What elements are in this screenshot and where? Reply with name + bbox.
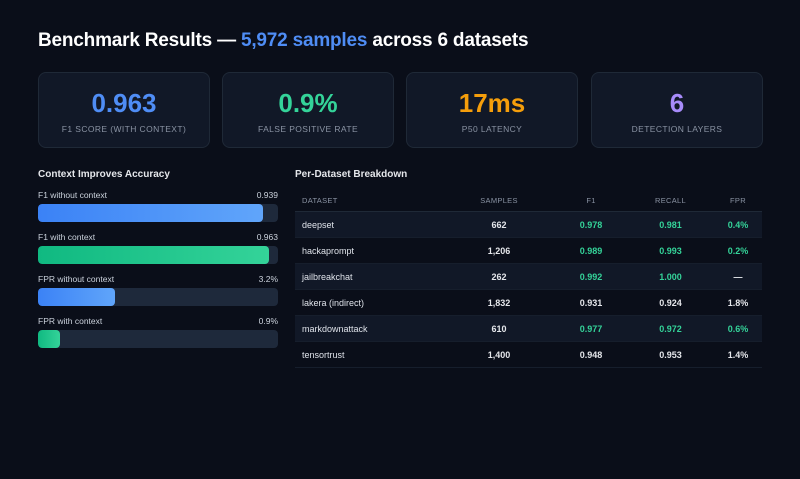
bar-fill — [38, 204, 264, 222]
metric-card-latency: 17ms P50 LATENCY — [406, 72, 578, 148]
cell-recall: 0.981 — [627, 211, 714, 238]
metric-value: 6 — [669, 88, 685, 118]
bar-value: 0.939 — [256, 190, 278, 200]
cell-recall: 0.993 — [627, 237, 714, 264]
bar-label: F1 without context — [38, 190, 107, 200]
bar-fill — [38, 288, 115, 306]
cell-samples: 610 — [443, 315, 555, 342]
context-bar-list: F1 without context 0.939 F1 with context… — [38, 190, 278, 358]
column-header-fpr: FPR — [714, 190, 762, 212]
column-header-recall: RECALL — [627, 190, 714, 212]
cell-recall: 1.000 — [627, 263, 714, 290]
cell-samples: 662 — [443, 211, 555, 238]
cell-f1: 0.992 — [555, 263, 627, 290]
table-row: hackaprompt 1,206 0.989 0.993 0.2% — [295, 237, 762, 264]
metric-card-layers: 6 DETECTION LAYERS — [591, 72, 763, 148]
cell-recall: 0.953 — [627, 341, 714, 368]
bar-value: 0.9% — [258, 316, 278, 326]
cell-samples: 1,400 — [443, 341, 555, 368]
metric-value: 17ms — [458, 88, 526, 118]
page-title-prefix: Benchmark Results — — [38, 30, 241, 51]
cell-f1: 0.977 — [555, 315, 627, 342]
cell-dataset: markdownattack — [295, 315, 443, 342]
bar-row-f1-with-context: F1 with context 0.963 — [38, 232, 278, 274]
metric-cards: 0.963 F1 SCORE (WITH CONTEXT) 0.9% FALSE… — [38, 72, 763, 148]
cell-dataset: deepset — [295, 211, 443, 238]
bar-value: 0.963 — [256, 232, 278, 242]
cell-fpr: 0.4% — [714, 211, 762, 238]
metric-label: DETECTION LAYERS — [631, 124, 723, 134]
bar-track — [38, 330, 278, 348]
table-row: deepset 662 0.978 0.981 0.4% — [295, 211, 762, 238]
column-header-dataset: DATASET — [295, 190, 443, 212]
column-header-samples: SAMPLES — [443, 190, 555, 212]
bar-track — [38, 288, 278, 306]
cell-recall: 0.924 — [627, 289, 714, 316]
cell-samples: 262 — [443, 263, 555, 290]
metric-label: P50 LATENCY — [461, 124, 523, 134]
table-row: tensortrust 1,400 0.948 0.953 1.4% — [295, 341, 762, 368]
cell-dataset: hackaprompt — [295, 237, 443, 264]
table-header-row: DATASET SAMPLES F1 RECALL FPR — [295, 190, 762, 212]
cell-f1: 0.948 — [555, 341, 627, 368]
cell-samples: 1,206 — [443, 237, 555, 264]
bar-row-fpr-with-context: FPR with context 0.9% — [38, 316, 278, 358]
bar-fill — [38, 246, 270, 264]
cell-fpr: 0.6% — [714, 315, 762, 342]
table-row: lakera (indirect) 1,832 0.931 0.924 1.8% — [295, 289, 762, 316]
breakdown-table-container: DATASET SAMPLES F1 RECALL FPR deepset 66… — [295, 190, 762, 368]
page-title-suffix: across 6 datasets — [367, 30, 529, 51]
column-header-f1: F1 — [555, 190, 627, 212]
bar-row-f1-without-context: F1 without context 0.939 — [38, 190, 278, 232]
cell-fpr: 0.2% — [714, 237, 762, 264]
metric-label: F1 SCORE (WITH CONTEXT) — [61, 124, 187, 134]
bar-fill — [38, 330, 60, 348]
bar-row-fpr-without-context: FPR without context 3.2% — [38, 274, 278, 316]
metric-card-fpr: 0.9% FALSE POSITIVE RATE — [222, 72, 394, 148]
metric-label: FALSE POSITIVE RATE — [257, 124, 359, 134]
cell-f1: 0.989 — [555, 237, 627, 264]
bar-track — [38, 246, 278, 264]
metric-value: 0.963 — [91, 88, 157, 118]
cell-fpr: 1.4% — [714, 341, 762, 368]
metric-value: 0.9% — [278, 88, 338, 118]
page-title-highlight: 5,972 samples — [240, 30, 368, 51]
cell-dataset: tensortrust — [295, 341, 443, 368]
metric-card-f1: 0.963 F1 SCORE (WITH CONTEXT) — [38, 72, 210, 148]
bar-label: FPR with context — [38, 316, 103, 326]
cell-f1: 0.978 — [555, 211, 627, 238]
table-row: jailbreakchat 262 0.992 1.000 — — [295, 263, 762, 290]
bar-value: 3.2% — [258, 274, 278, 284]
cell-f1: 0.931 — [555, 289, 627, 316]
table-row: markdownattack 610 0.977 0.972 0.6% — [295, 315, 762, 342]
breakdown-table: DATASET SAMPLES F1 RECALL FPR deepset 66… — [295, 190, 762, 368]
cell-recall: 0.972 — [627, 315, 714, 342]
context-section-title: Context Improves Accuracy — [38, 169, 170, 180]
cell-dataset: jailbreakchat — [295, 263, 443, 290]
bar-label: F1 with context — [38, 232, 96, 242]
cell-dataset: lakera (indirect) — [295, 289, 443, 316]
bar-track — [38, 204, 278, 222]
cell-fpr: 1.8% — [714, 289, 762, 316]
bar-label: FPR without context — [38, 274, 115, 284]
cell-fpr: — — [714, 263, 762, 290]
cell-samples: 1,832 — [443, 289, 555, 316]
breakdown-section-title: Per-Dataset Breakdown — [295, 169, 408, 180]
page-title: Benchmark Results — 5,972 samples across… — [38, 30, 529, 52]
